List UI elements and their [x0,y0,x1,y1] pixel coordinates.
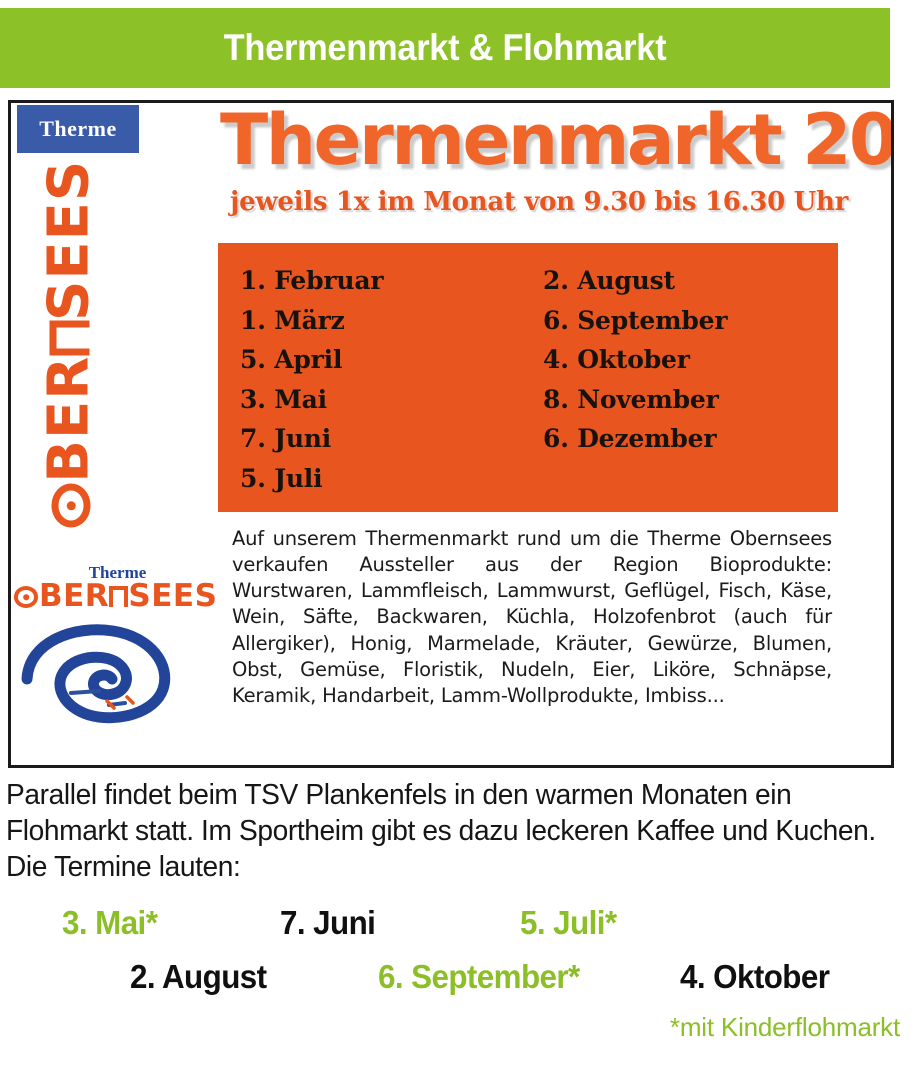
flyer-panel: Therme BERSEES Therme BER SEES Thermenmar… [8,100,894,768]
flohmarkt-date: 5. Juli* [520,903,617,941]
flohmarkt-date-row: 2. August 6. September* 4. Oktober [0,958,922,996]
spiral-icon [21,623,171,723]
date-item: 6. Dezember [543,424,717,453]
logo-word-therme: Therme [88,563,147,582]
page-title: Thermenmarkt & Flohmarkt [223,27,667,68]
flohmarkt-date: 2. August [130,957,267,995]
date-item: 1. März [240,305,345,335]
date-item: 5. April [240,345,343,374]
logo-o-ring-icon [13,586,39,609]
flyer-subheadline: jeweils 1x im Monat von 9.30 bis 16.30 U… [230,187,849,217]
therme-badge-label: Therme [39,116,117,141]
flohmarkt-date: 4. Oktober [680,957,830,995]
flyer-description: Auf unserem Thermenmarkt rund um die The… [232,527,832,707]
date-item: 6. September [543,305,728,335]
obernsees-o-ring-icon [52,484,91,528]
date-item: 2. August [543,266,675,295]
flyer-headline: Thermenmarkt 2026 [220,100,894,181]
dates-column-right: 2. August 6. September 4. Oktober 8. Nov… [535,261,838,498]
dates-column-left: 1. Februar 1. März 5. April 3. Mai 7. Ju… [218,261,535,498]
logo-n-arch-icon [109,585,129,608]
obernsees-n-arch-icon [50,321,89,356]
date-item: 8. November [543,384,719,414]
thermenmarkt-dates-box: 1. Februar 1. März 5. April 3. Mai 7. Ju… [218,243,838,512]
vertical-brand-obernsees: BERSEES [37,160,102,528]
date-item: 4. Oktober [543,345,690,374]
date-item: 7. Juni [240,424,332,453]
flohmarkt-date: 7. Juni [280,903,376,941]
flohmarkt-section: Parallel findet beim TSV Plankenfels in … [0,778,922,1043]
flohmarkt-intro: Parallel findet beim TSV Plankenfels in … [6,779,876,883]
date-item: 1. Februar [240,266,384,295]
flohmarkt-date: 3. Mai* [62,903,158,941]
therme-obernsees-logo: Therme BER SEES [13,563,218,732]
flohmarkt-footnote: *mit Kinderflohmarkt [669,1011,900,1042]
flyer-brand-strip: Therme BERSEES Therme BER SEES [11,103,218,765]
therme-badge: Therme [17,105,139,153]
page-banner: Thermenmarkt & Flohmarkt [0,8,890,88]
flohmarkt-date: 6. September* [378,957,580,995]
flyer-content: Thermenmarkt 2026 jeweils 1x im Monat vo… [216,103,891,765]
flohmarkt-date-row: 3. Mai* 7. Juni 5. Juli* [0,904,922,942]
date-item: 3. Mai [240,384,327,414]
date-item: 5. Juli [240,463,323,493]
flohmarkt-dates: 3. Mai* 7. Juni 5. Juli* 2. August 6. Se… [0,904,922,996]
logo-word-obernsees: BER SEES [13,580,218,613]
